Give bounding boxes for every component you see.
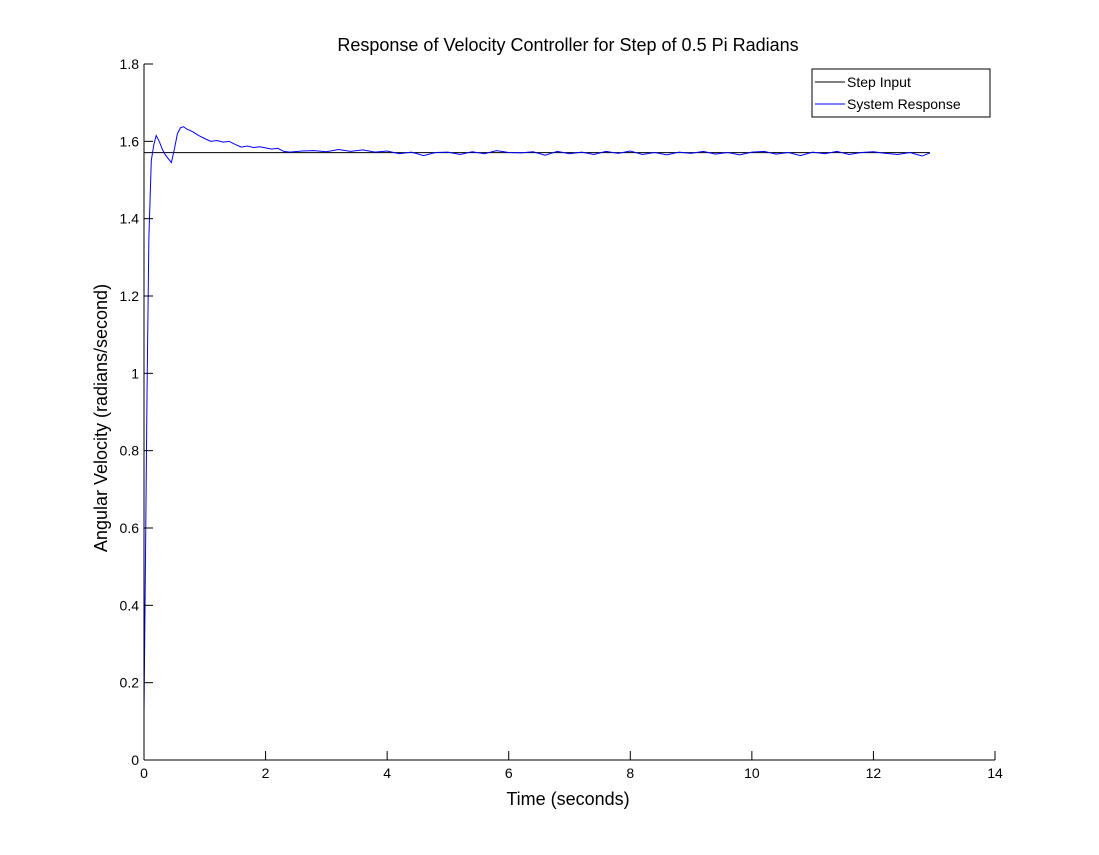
- x-tick-label: 10: [744, 765, 760, 781]
- x-tick-label: 8: [626, 765, 634, 781]
- x-tick-label: 6: [505, 765, 513, 781]
- series-system-response-line: [143, 126, 931, 714]
- legend-box: [811, 68, 991, 118]
- y-tick-label: 1.8: [120, 56, 140, 72]
- y-tick-label: 1.2: [120, 288, 140, 304]
- y-tick-label: 1.6: [120, 133, 140, 149]
- chart-title: Response of Velocity Controller for Step…: [337, 35, 798, 55]
- axis-layer: 0 2 4 6 8 10 12 14 0 0.2 0.4 0.6 0.8 1 1.2 1.4 1.6 1.8: [120, 56, 1003, 781]
- y-tick-label: 1.4: [120, 211, 140, 227]
- y-tick-label: 0.8: [120, 443, 140, 459]
- legend: Step Input System Response: [811, 68, 991, 118]
- y-tick-label: 0.6: [120, 520, 140, 536]
- x-tick-label: 14: [987, 765, 1003, 781]
- x-tick-label: 0: [140, 765, 148, 781]
- legend-label-system-response: System Response: [847, 96, 961, 112]
- y-tick-label: 0: [131, 752, 139, 768]
- x-tick-label: 2: [262, 765, 270, 781]
- y-tick-label: 0.2: [120, 675, 140, 691]
- axes-box: [144, 64, 995, 760]
- series-layer: [143, 126, 931, 714]
- y-tick-label: 0.4: [120, 597, 140, 613]
- x-tick-label: 12: [866, 765, 882, 781]
- y-axis-title: Angular Velocity (radians/second): [91, 284, 111, 552]
- plot-area: 0 2 4 6 8 10 12 14 0 0.2 0.4 0.6 0.8 1 1.2 1.4 1.6 1.8: [120, 56, 1003, 781]
- x-axis-title: Time (seconds): [506, 789, 629, 809]
- y-tick-label: 1: [131, 365, 139, 381]
- x-tick-label: 4: [383, 765, 391, 781]
- legend-label-step-input: Step Input: [847, 74, 911, 90]
